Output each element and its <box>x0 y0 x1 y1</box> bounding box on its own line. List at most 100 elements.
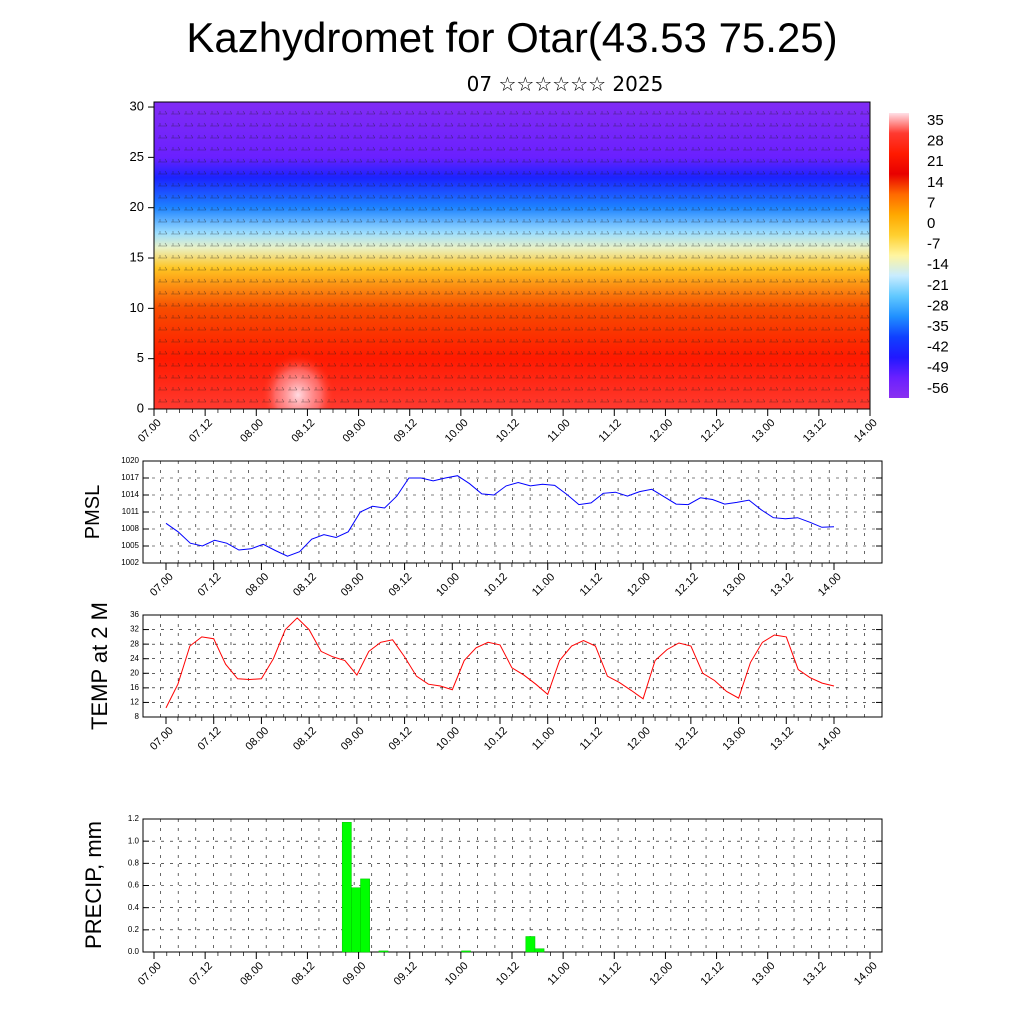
x-tick-label: 11.00 <box>545 960 572 987</box>
x-tick-label: 13.12 <box>801 960 829 988</box>
x-tick-label: 12.00 <box>647 417 675 445</box>
x-tick-label: 14.00 <box>852 960 880 988</box>
y-tick-label: 20 <box>130 199 144 214</box>
y-tick-label: 0.6 <box>128 881 140 890</box>
colorbar-label: -56 <box>927 380 949 397</box>
precip-axis-label: PRECIP, mm <box>81 821 106 949</box>
x-tick-label: 10.12 <box>494 960 522 988</box>
y-tick-label: 1.0 <box>128 836 140 845</box>
x-tick-label: 10.00 <box>434 725 462 753</box>
x-tick-label: 09.12 <box>392 417 420 445</box>
colorbar <box>889 113 909 398</box>
x-tick-label: 13.00 <box>720 725 748 753</box>
x-tick-label: 07.00 <box>148 571 176 599</box>
colorbar-label: -28 <box>927 297 949 314</box>
x-tick-label: 09.00 <box>340 960 368 988</box>
colorbar-label: 7 <box>927 194 935 211</box>
y-tick-label: 0.2 <box>128 925 140 934</box>
colorbar-label: -21 <box>927 277 949 294</box>
x-tick-label: 13.00 <box>720 571 748 599</box>
y-tick-label: 30 <box>130 98 144 113</box>
precip-bar <box>351 887 361 953</box>
x-tick-label: 10.00 <box>443 960 471 988</box>
x-tick-label: 08.00 <box>238 960 266 988</box>
x-tick-label: 12.12 <box>698 417 726 445</box>
x-tick-label: 07.00 <box>136 417 164 445</box>
y-tick-label: 5 <box>137 350 144 365</box>
pmsl-panel: 1002 1005 1008 1011 1014 1017 1020 07.00 07.12 08… <box>82 456 883 599</box>
precip-bar <box>378 950 389 953</box>
y-tick-label: 32 <box>130 625 139 634</box>
x-tick-label: 09.12 <box>386 725 414 753</box>
precip-bar <box>534 948 545 953</box>
x-tick-label: 13.00 <box>750 960 778 988</box>
x-tick-label: 07.12 <box>196 725 224 753</box>
x-tick-label: 09.12 <box>386 571 414 599</box>
x-tick-label: 08.00 <box>238 417 266 445</box>
y-tick-label: 0.8 <box>128 858 140 867</box>
colorbar-label: -42 <box>927 339 949 356</box>
x-tick-label: 08.00 <box>243 571 271 599</box>
x-tick-label: 10.12 <box>482 571 510 599</box>
colorbar-label: -35 <box>927 318 949 335</box>
y-tick-label: 24 <box>130 654 139 663</box>
x-tick-label: 07.00 <box>136 960 164 988</box>
y-tick-label: 8 <box>135 712 140 721</box>
x-tick-label: 07.12 <box>196 571 224 599</box>
x-tick-label: 13.12 <box>768 725 796 753</box>
x-tick-label: 12.00 <box>647 960 675 988</box>
wind-barbs <box>154 102 870 409</box>
x-tick-label: 08.12 <box>291 571 319 599</box>
x-tick-label: 08.12 <box>289 417 317 445</box>
y-tick-label: 0 <box>137 400 144 415</box>
colorbar-label: -7 <box>927 236 940 253</box>
x-tick-label: 11.00 <box>545 417 572 444</box>
x-tick-label: 11.12 <box>578 571 605 598</box>
x-tick-label: 13.00 <box>750 417 778 445</box>
x-tick-label: 13.12 <box>801 417 829 445</box>
y-tick-label: 1002 <box>121 558 139 567</box>
colorbar-label: 14 <box>927 174 944 191</box>
y-tick-label: 36 <box>130 610 139 619</box>
x-tick-label: 12.12 <box>673 725 701 753</box>
x-tick-label: 10.00 <box>443 417 471 445</box>
x-tick-label: 10.00 <box>434 571 462 599</box>
chart-subtitle: 07 ☆☆☆☆☆☆ 2025 <box>466 72 664 96</box>
y-tick-label: 25 <box>130 149 144 164</box>
x-tick-label: 13.12 <box>768 571 796 599</box>
precip-bar <box>461 950 471 953</box>
y-tick-label: 1020 <box>121 456 139 465</box>
x-tick-label: 08.12 <box>289 960 317 988</box>
x-tick-label: 09.12 <box>392 960 420 988</box>
x-tick-label: 12.12 <box>698 960 726 988</box>
colorbar-label: 0 <box>927 215 935 232</box>
x-tick-label: 11.12 <box>596 960 623 987</box>
y-tick-label: 16 <box>130 683 139 692</box>
x-tick-label: 10.12 <box>494 417 522 445</box>
x-tick-label: 09.00 <box>339 725 367 753</box>
cross-section-panel: 07.00 07.12 08.00 08.12 09.00 09.12 10.00 10.12… <box>130 98 949 444</box>
y-tick-label: 1.2 <box>128 814 140 823</box>
x-tick-label: 12.00 <box>625 725 653 753</box>
y-tick-label: 12 <box>130 698 139 707</box>
x-tick-label: 09.00 <box>340 417 368 445</box>
y-tick-label: 1017 <box>121 473 139 482</box>
colorbar-label: 35 <box>927 112 944 129</box>
y-tick-label: 15 <box>130 249 144 264</box>
y-tick-label: 1008 <box>121 524 139 533</box>
y-tick-label: 0.4 <box>128 903 140 912</box>
temp-line <box>165 617 835 709</box>
colorbar-label: 21 <box>927 153 944 170</box>
x-tick-label: 07.00 <box>148 725 176 753</box>
y-tick-label: 1011 <box>122 507 140 516</box>
precip-bar <box>341 822 352 953</box>
x-tick-label: 11.12 <box>596 417 623 444</box>
x-tick-label: 10.12 <box>482 725 510 753</box>
chart-title: Kazhydromet for Otar(43.53 75.25) <box>186 14 838 61</box>
temp-axis-label: TEMP at 2 M <box>87 602 112 730</box>
x-tick-label: 11.12 <box>578 725 605 752</box>
x-tick-label: 09.00 <box>339 571 367 599</box>
x-tick-label: 11.00 <box>530 571 557 598</box>
temp-panel: 8 12 16 20 24 28 32 36 07.00 07.12 08.00 08.12 09.00… <box>87 602 883 753</box>
